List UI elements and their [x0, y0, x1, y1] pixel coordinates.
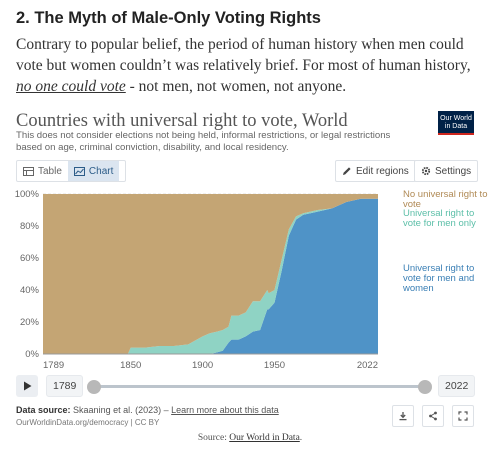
timeline-start-year[interactable]: 1789: [46, 375, 84, 397]
pencil-icon: [343, 167, 351, 175]
timeline-track[interactable]: [93, 385, 425, 388]
figure-source: Source: Our World in Data.: [0, 433, 500, 443]
figure-source-suffix: .: [299, 433, 303, 443]
data-source: Data source: Skaaning et al. (2023) – Le…: [16, 405, 279, 415]
owid-logo[interactable]: Our World in Data: [438, 111, 474, 135]
settings-label: Settings: [435, 165, 472, 177]
area-universal: [43, 198, 378, 354]
share-icon: [429, 411, 437, 421]
download-button[interactable]: [392, 405, 414, 427]
figure-source-prefix: Source:: [197, 433, 227, 443]
area-no-universal: [43, 194, 378, 354]
timeline-start-year-label: 1789: [53, 380, 77, 392]
legend-no-universal[interactable]: No universal right to vote: [403, 190, 492, 210]
y-tick-label: 100%: [15, 189, 40, 200]
legend-universal-label: Universal right to vote for men and wome…: [403, 263, 475, 294]
legend-men-only-label: Universal right to vote for men only: [403, 208, 476, 229]
timeline-end-handle[interactable]: [418, 380, 432, 394]
x-tick-label: 1789: [43, 360, 64, 371]
y-tick-label: 20%: [20, 317, 40, 328]
tab-table[interactable]: Table: [17, 161, 68, 181]
fullscreen-button[interactable]: [452, 405, 474, 427]
x-tick-label: 2022: [357, 360, 378, 371]
edit-regions-button[interactable]: Edit regions: [335, 160, 416, 182]
x-tick-label: 1950: [264, 360, 285, 371]
timeline-end-year-label: 2022: [445, 380, 469, 392]
settings-button[interactable]: Settings: [414, 160, 479, 182]
logo-line-2: in Data: [444, 123, 468, 130]
view-tabs: Table Chart: [16, 160, 126, 182]
timeline-end-year[interactable]: 2022: [438, 375, 476, 397]
intro-text-start: Contrary to popular belief, the period o…: [16, 36, 471, 74]
download-icon: [399, 412, 407, 421]
legend-universal[interactable]: Universal right to vote for men and wome…: [403, 264, 492, 294]
source-url: OurWorldinData.org/democracy | CC BY: [16, 418, 160, 427]
edit-regions-label: Edit regions: [356, 165, 409, 177]
gear-icon: [421, 166, 431, 176]
y-tick-label: 0%: [25, 349, 39, 360]
stacked-area-chart[interactable]: 0% 20% 40% 60% 80% 100% 1789 1850 1900 1950 2022: [8, 186, 492, 372]
legend-no-universal-label: No universal right to vote: [403, 189, 488, 210]
data-source-text: Skaaning et al. (2023) –: [73, 405, 169, 415]
timeline-start-handle[interactable]: [87, 380, 101, 394]
intro-text-end: - not men, not women, not anyone.: [125, 78, 347, 95]
table-icon: [23, 166, 34, 176]
timeline-play-button[interactable]: [16, 375, 38, 397]
section-heading: 2. The Myth of Male-Only Voting Rights: [16, 9, 321, 27]
intro-emphasis-link[interactable]: no one could vote: [16, 78, 126, 95]
legend-men-only[interactable]: Universal right to vote for men only: [403, 209, 492, 229]
intro-paragraph: Contrary to popular belief, the period o…: [16, 34, 486, 97]
y-tick-label: 60%: [20, 253, 40, 264]
logo-line-1: Our World: [440, 115, 472, 122]
learn-more-link[interactable]: Learn more about this data: [171, 405, 279, 415]
chart-title: Countries with universal right to vote, …: [16, 111, 348, 131]
tab-chart-label: Chart: [88, 165, 114, 177]
data-source-label: Data source:: [16, 405, 71, 415]
share-button[interactable]: [422, 405, 444, 427]
y-tick-label: 80%: [20, 221, 40, 232]
chart-subtitle: This does not consider elections not bei…: [16, 130, 391, 153]
expand-icon: [458, 411, 468, 421]
x-tick-label: 1850: [120, 360, 141, 371]
chart-icon: [73, 166, 85, 176]
grapher-card: Countries with universal right to vote, …: [8, 108, 492, 431]
play-icon: [23, 381, 31, 391]
tab-chart[interactable]: Chart: [67, 161, 120, 181]
y-tick-label: 40%: [20, 285, 40, 296]
figure-source-link[interactable]: Our World in Data: [229, 433, 300, 443]
x-tick-label: 1900: [192, 360, 213, 371]
tab-table-label: Table: [38, 165, 62, 177]
